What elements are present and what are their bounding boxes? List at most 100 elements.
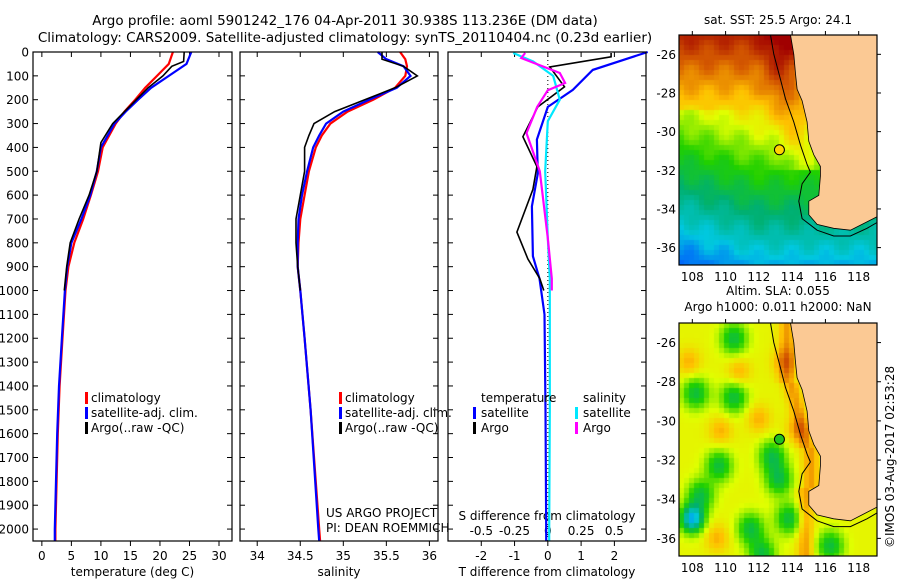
series-satellite-adj-clim- (296, 51, 412, 542)
x-tick-label: 34.5 (287, 549, 314, 563)
legend-swatch (473, 407, 476, 419)
series-s-satellite (512, 51, 561, 541)
project-label: US ARGO PROJECT (326, 506, 438, 520)
legend-label: climatology (345, 391, 415, 405)
land-mass (790, 34, 878, 231)
legend-swatch (85, 422, 88, 434)
lat-tick-label: -34 (656, 202, 676, 216)
y-tick-label: 1600 (0, 427, 29, 441)
lat-tick-label: -28 (656, 375, 676, 389)
y-tick-label: 1500 (0, 403, 29, 417)
lon-tick-label: 110 (714, 270, 737, 284)
y-tick-label: 2000 (0, 523, 29, 537)
y-tick-label: 800 (6, 236, 29, 250)
lat-tick-label: -32 (656, 164, 676, 178)
series-t-argo (516, 53, 612, 291)
y-tick-label: 1300 (0, 356, 29, 370)
map-frame (678, 34, 878, 266)
lat-tick-label: -26 (656, 48, 676, 62)
legend-title-salinity: salinity (583, 391, 626, 405)
shelf-contour (770, 322, 878, 528)
lon-tick-label: 108 (681, 561, 704, 575)
y-tick-label: 0 (21, 46, 29, 60)
map-frame (678, 322, 878, 557)
plot-frame (447, 51, 647, 542)
lon-tick-label: 118 (847, 270, 870, 284)
y-tick-label: 1400 (0, 379, 29, 393)
legend-swatch (85, 392, 88, 404)
legend-swatch (575, 407, 578, 419)
x-tick-label: 35.5 (373, 549, 400, 563)
argo-float-marker (773, 433, 785, 445)
legend-swatch (339, 392, 342, 404)
legend-label: Argo(..raw -QC) (345, 421, 438, 435)
pi-label: PI: DEAN ROEMMICH (326, 521, 449, 535)
lon-tick-label: 116 (814, 561, 837, 575)
x-tick-label: 30 (211, 549, 226, 563)
lat-tick-label: -26 (656, 336, 676, 350)
y-tick-label: 1700 (0, 451, 29, 465)
y-tick-label: 1200 (0, 332, 29, 346)
x-axis-label: salinity (317, 565, 360, 579)
y-tick-label: 1900 (0, 499, 29, 513)
x-axis-label: T difference from climatology (458, 565, 636, 579)
legend-swatch (473, 422, 476, 434)
y-tick-label: 700 (6, 212, 29, 226)
lon-tick-label: 108 (681, 270, 704, 284)
map-title: Altim. SLA: 0.055 (726, 284, 830, 298)
lon-tick-label: 114 (781, 270, 804, 284)
lon-tick-label: 118 (847, 561, 870, 575)
imos-timestamp: ©IMOS 03-Aug-2017 02:53:28 (883, 366, 897, 548)
x-tick-label: 1 (577, 549, 585, 563)
x-tick-label: 36 (422, 549, 437, 563)
legend-label: satellite-adj. clim. (91, 406, 198, 420)
figure-title-line2: Climatology: CARS2009. Satellite-adjuste… (38, 30, 652, 46)
y-tick-label: 1800 (0, 475, 29, 489)
x-tick-label: 34 (250, 549, 265, 563)
lon-tick-label: 110 (714, 561, 737, 575)
y-tick-label: 400 (6, 141, 29, 155)
legend-swatch (575, 422, 578, 434)
lon-tick-label: 112 (747, 561, 770, 575)
legend-label: climatology (91, 391, 161, 405)
lat-tick-label: -36 (656, 532, 676, 546)
legend-label: Argo(..raw -QC) (91, 421, 184, 435)
land-mass (790, 322, 878, 522)
x-axis-label: temperature (deg C) (71, 565, 194, 579)
x2-tick-label: -0.25 (499, 524, 530, 538)
plot-frame (32, 51, 233, 542)
series-t-satellite (530, 50, 649, 541)
legend-swatch (339, 407, 342, 419)
legend-label: satellite-adj. clim. (345, 406, 452, 420)
y-tick-label: 900 (6, 260, 29, 274)
lat-tick-label: -34 (656, 493, 676, 507)
y-tick-label: 1000 (0, 284, 29, 298)
sla-map: 108 110 112 114 116 118 -26 -28 -30 -32 -34 -36 Alti… (656, 284, 881, 575)
plot-frame (239, 51, 439, 542)
lon-tick-label: 112 (747, 270, 770, 284)
y-tick-label: 1100 (0, 308, 29, 322)
series-s-argo (519, 52, 567, 291)
y-tick-label: 100 (6, 69, 29, 83)
figure-title-line1: Argo profile: aoml 5901242_176 04-Apr-20… (92, 13, 598, 29)
argo-float-marker (773, 144, 785, 156)
legend-title-temperature: temperature (481, 391, 556, 405)
x-tick-label: 0 (38, 549, 46, 563)
lon-tick-label: 114 (781, 561, 804, 575)
sst-map: 108 110 112 114 116 118 -26 -28 -30 -32 -34 -36 sat.… (656, 13, 881, 284)
x2-tick-label: 0.25 (568, 524, 595, 538)
x-tick-label: 25 (182, 549, 197, 563)
lat-tick-label: -32 (656, 454, 676, 468)
legend-swatch (339, 422, 342, 434)
legend-label: Argo (583, 421, 611, 435)
legend-swatch (85, 407, 88, 419)
panel-salinity: 34 34.5 35 35.5 36 salinity climatologysatelli… (239, 51, 452, 579)
x2-tick-label: 0 (544, 524, 552, 538)
x-tick-label: -2 (475, 549, 487, 563)
lat-tick-label: -28 (656, 86, 676, 100)
legend-label: Argo (481, 421, 509, 435)
x-tick-label: 5 (68, 549, 76, 563)
x-tick-label: 2 (611, 549, 619, 563)
